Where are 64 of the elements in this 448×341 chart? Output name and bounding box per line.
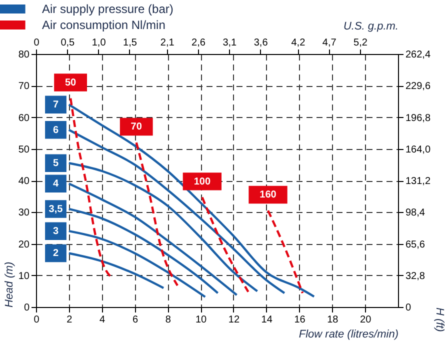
y2-tick-label: 32,8 [406,270,426,282]
x-tick-label: 18 [327,314,339,326]
y2-tick-label: 262,4 [406,50,431,60]
x2-tick-label: 3,1 [222,38,238,48]
series-label: 7 [52,100,59,111]
x2-tick-label: 4,7 [322,38,337,48]
y2-tick-label: 65,6 [406,239,426,250]
x-tick-label: 10 [195,314,208,326]
series-label: 50 [64,77,77,88]
y-tick-label: 50 [18,144,30,156]
x-tick-label: 6 [132,314,138,326]
y-tick-label: 20 [18,239,30,250]
line-series [68,162,258,292]
text: Air consumption Nl/min [42,18,166,32]
line-series [68,208,219,294]
y2-axis-title: H (ft) [434,308,446,332]
y2-tick-label: 164,0 [406,144,431,156]
legend-label: 3,5 [48,204,64,215]
series-label: 70 [130,122,142,133]
x2-tick-label: 1,5 [123,38,138,48]
line-series [135,141,179,287]
y2-tick-label: 131,2 [406,176,431,187]
y-tick-label: 80 [18,50,30,60]
line-series [68,252,165,290]
y2-tick-label: 196,8 [406,112,431,124]
y2-tick-label: 98,4 [406,208,426,219]
y-tick-label: 30 [18,208,30,219]
series-label: 160 [260,190,277,201]
y2-tick-label: 229,6 [406,81,431,92]
y-tick-label: 40 [18,176,30,187]
line-series [68,128,286,294]
line-series [68,230,206,298]
x2-tick-label: 4,2 [291,38,306,48]
x2-tick-label: 5,2 [354,38,368,48]
y-tick-label: 70 [18,81,30,92]
series-label: 5 [52,158,59,170]
y2-tick-label: 0 [406,302,412,314]
x-tick-label: 16 [294,314,306,326]
legend-label: 2 [52,248,59,260]
x-tick-label: 20 [360,314,372,326]
y-tick-label: 0 [24,302,30,314]
x2-tick-label: 2,6 [192,38,206,48]
x2-tick-label: 2,1 [160,38,175,48]
x-tick-label: 2 [66,314,73,326]
x2-tick-label: 0 [34,38,40,48]
series-label: 100 [194,176,211,188]
x-tick-label: 12 [228,314,240,326]
x-tick-label: 4 [100,314,106,326]
y-axis-title: Head (m) [3,261,16,308]
x-tick-label: 14 [261,314,273,326]
x-tick-label: 0 [34,314,40,326]
legend-label: 6 [52,124,59,136]
y-tick-label: 60 [18,112,30,124]
x2-tick-label: 1,0 [92,38,106,48]
x2-tick-label: 3,6 [254,38,268,48]
x2-tick-label: 0,5 [60,38,76,48]
x-axis-title: Flow rate (litres/min) [298,328,399,340]
text: Air supply pressure (bar) [42,2,174,16]
x2-axis-title: U.S. g.p.m. [343,20,398,32]
legend-label: 3 [52,226,59,238]
legend-label: 4 [52,178,59,190]
y-tick-label: 10 [18,270,30,282]
x-tick-label: 8 [165,314,172,326]
line-series [68,104,316,298]
